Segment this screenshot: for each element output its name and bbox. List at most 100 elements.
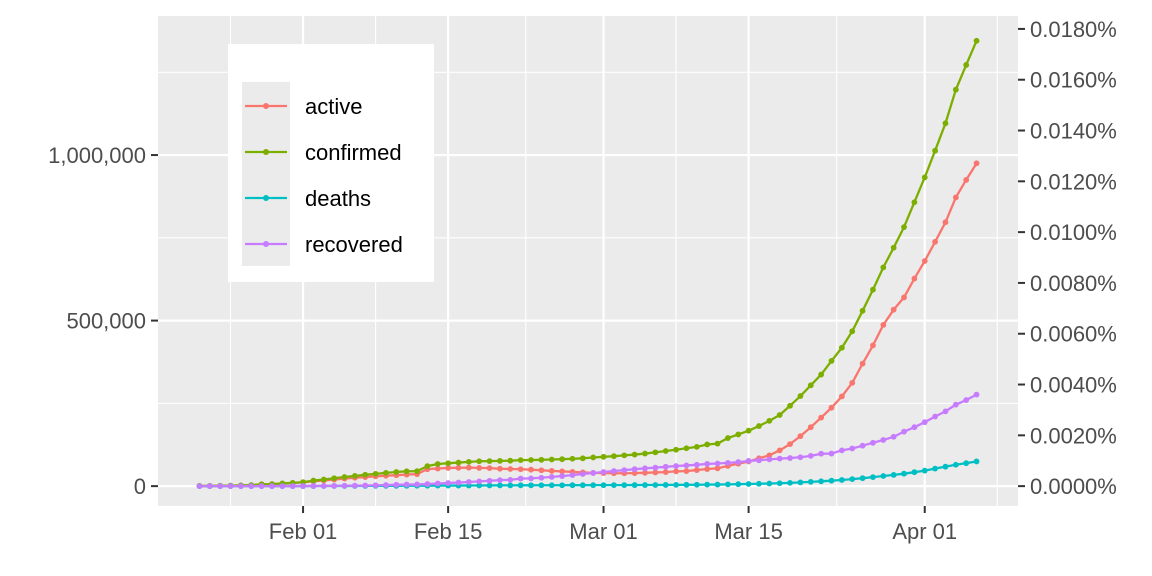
data-point-recovered bbox=[434, 480, 441, 487]
data-point-recovered bbox=[445, 480, 452, 486]
data-point-deaths bbox=[579, 482, 586, 489]
data-point-active bbox=[797, 433, 804, 440]
data-point-confirmed bbox=[714, 440, 721, 447]
data-point-active bbox=[559, 468, 565, 475]
data-point-deaths bbox=[714, 481, 721, 488]
data-point-confirmed bbox=[393, 469, 400, 475]
data-point-confirmed bbox=[528, 457, 534, 463]
data-point-confirmed bbox=[797, 393, 804, 399]
data-point-confirmed bbox=[704, 441, 711, 448]
data-point-recovered bbox=[901, 428, 907, 435]
legend-key-background bbox=[242, 82, 290, 266]
data-point-deaths bbox=[973, 458, 980, 465]
data-point-recovered bbox=[289, 483, 296, 489]
data-point-deaths bbox=[600, 482, 607, 489]
data-point-active bbox=[942, 219, 949, 226]
data-point-deaths bbox=[559, 482, 565, 489]
data-point-recovered bbox=[455, 479, 462, 486]
data-point-recovered bbox=[269, 483, 275, 489]
data-point-recovered bbox=[569, 472, 576, 479]
data-point-confirmed bbox=[735, 431, 742, 438]
data-point-confirmed bbox=[828, 358, 835, 364]
data-point-recovered bbox=[237, 483, 244, 490]
data-point-recovered bbox=[517, 475, 524, 482]
data-point-confirmed bbox=[351, 473, 358, 479]
data-point-deaths bbox=[870, 474, 876, 481]
data-point-deaths bbox=[963, 460, 970, 467]
data-point-confirmed bbox=[673, 446, 679, 453]
data-point-deaths bbox=[921, 467, 928, 474]
data-point-recovered bbox=[393, 481, 400, 488]
series-points bbox=[196, 37, 980, 490]
data-point-confirmed bbox=[497, 458, 503, 464]
y-left-tick-label: 500,000 bbox=[66, 309, 146, 334]
data-point-deaths bbox=[590, 482, 597, 489]
data-point-confirmed bbox=[455, 459, 462, 466]
data-point-recovered bbox=[383, 482, 389, 488]
data-point-active bbox=[952, 194, 959, 201]
data-point-confirmed bbox=[849, 328, 856, 335]
x-tick-label: Apr 01 bbox=[892, 519, 957, 544]
data-point-deaths bbox=[548, 482, 555, 489]
data-point-confirmed bbox=[818, 371, 825, 378]
data-point-confirmed bbox=[693, 443, 700, 450]
data-point-recovered bbox=[932, 413, 939, 420]
series-lines bbox=[199, 40, 978, 488]
data-point-recovered bbox=[838, 447, 845, 454]
data-point-recovered bbox=[424, 481, 431, 487]
data-point-recovered bbox=[486, 477, 493, 484]
legend-key-point-deaths bbox=[263, 195, 269, 201]
data-point-recovered bbox=[787, 455, 793, 461]
data-point-active bbox=[497, 465, 503, 472]
data-point-recovered bbox=[206, 483, 213, 490]
data-point-active bbox=[476, 464, 483, 471]
data-point-deaths bbox=[724, 481, 731, 488]
axes: 0 500,000 1,000,000 0.0000% 0.0020% 0.0040% 0.… bbox=[48, 17, 1117, 544]
data-point-recovered bbox=[600, 469, 607, 475]
data-point-deaths bbox=[673, 481, 679, 488]
legend-items: active confirmed deaths recovered bbox=[245, 94, 403, 257]
data-point-recovered bbox=[217, 483, 224, 490]
legend-key-point-active bbox=[263, 103, 269, 109]
data-point-deaths bbox=[849, 476, 856, 483]
data-point-confirmed bbox=[745, 427, 752, 434]
data-point-recovered bbox=[538, 474, 545, 481]
data-point-recovered bbox=[818, 450, 825, 457]
data-point-deaths bbox=[797, 479, 804, 486]
data-point-active bbox=[870, 342, 876, 349]
data-point-deaths bbox=[756, 480, 762, 487]
data-point-recovered bbox=[642, 465, 648, 472]
data-point-deaths bbox=[745, 481, 752, 487]
data-point-recovered bbox=[331, 482, 338, 489]
data-point-recovered bbox=[258, 483, 265, 489]
data-point-recovered bbox=[279, 483, 286, 489]
legend-key-point-recovered bbox=[263, 241, 269, 247]
data-point-confirmed bbox=[517, 457, 524, 464]
data-point-active bbox=[455, 464, 462, 471]
data-point-recovered bbox=[320, 483, 327, 489]
data-point-deaths bbox=[486, 482, 493, 489]
data-point-active bbox=[787, 441, 793, 447]
x-tick-label: Feb 01 bbox=[269, 519, 338, 544]
data-point-active bbox=[465, 464, 472, 471]
data-point-deaths bbox=[693, 481, 700, 488]
data-point-deaths bbox=[683, 481, 690, 488]
data-point-confirmed bbox=[942, 120, 949, 127]
data-point-recovered bbox=[662, 463, 669, 470]
data-point-recovered bbox=[465, 479, 472, 485]
data-point-active bbox=[548, 468, 555, 474]
y-left-tick-label: 0 bbox=[134, 474, 146, 499]
data-point-active bbox=[538, 467, 545, 474]
data-point-confirmed bbox=[465, 458, 472, 465]
data-point-deaths bbox=[766, 480, 773, 487]
data-point-active bbox=[714, 465, 721, 472]
data-point-deaths bbox=[859, 475, 866, 482]
data-point-recovered bbox=[248, 483, 255, 490]
data-point-deaths bbox=[621, 482, 628, 488]
data-point-active bbox=[818, 414, 825, 421]
data-point-confirmed bbox=[538, 456, 545, 463]
data-point-recovered bbox=[911, 424, 918, 431]
data-point-recovered bbox=[621, 467, 628, 474]
data-point-deaths bbox=[838, 477, 845, 483]
